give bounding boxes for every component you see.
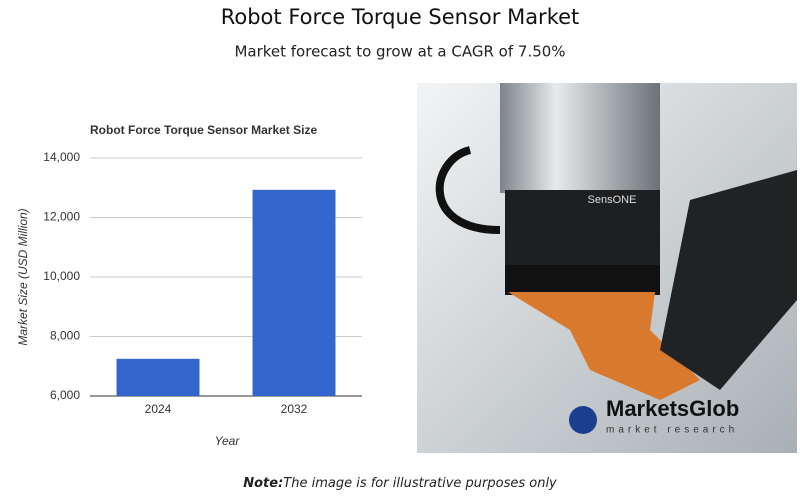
sensor-body (505, 190, 660, 270)
y-axis-title: Market Size (USD Million) (16, 208, 30, 345)
logo-icon (569, 406, 597, 434)
bar (252, 189, 336, 396)
chart-title: Robot Force Torque Sensor Market Size (90, 123, 317, 137)
photo: SensONE MarketsGlob market research (417, 83, 797, 453)
chart: Robot Force Torque Sensor Market Size Ye… (16, 123, 362, 448)
x-tick-label: 2032 (281, 402, 308, 416)
y-tick-label: 12,000 (43, 210, 80, 224)
y-tick-label: 6,000 (50, 388, 80, 402)
y-tick-label: 8,000 (50, 329, 80, 343)
x-tick-label: 2024 (145, 402, 172, 416)
sensor-ring (505, 265, 660, 295)
gripper (508, 292, 700, 400)
y-tick-label: 14,000 (43, 150, 80, 164)
robot-arm (500, 83, 660, 193)
note: Note:The image is for illustrative purpo… (243, 476, 557, 491)
logo-text: MarketsGlob (606, 396, 739, 421)
y-tick-label: 10,000 (43, 269, 80, 283)
logo-tagline: market research (606, 425, 738, 436)
cable (435, 146, 501, 234)
page-subtitle: Market forecast to grow at a CAGR of 7.5… (234, 43, 565, 61)
note-text: The image is for illustrative purposes o… (283, 476, 557, 491)
brand-text: SensONE (588, 194, 637, 206)
page-title: Robot Force Torque Sensor Market (221, 5, 580, 29)
gripper-arm (660, 170, 797, 390)
note-label: Note: (243, 476, 283, 491)
x-axis-title: Year (215, 434, 241, 448)
bar (116, 358, 200, 396)
